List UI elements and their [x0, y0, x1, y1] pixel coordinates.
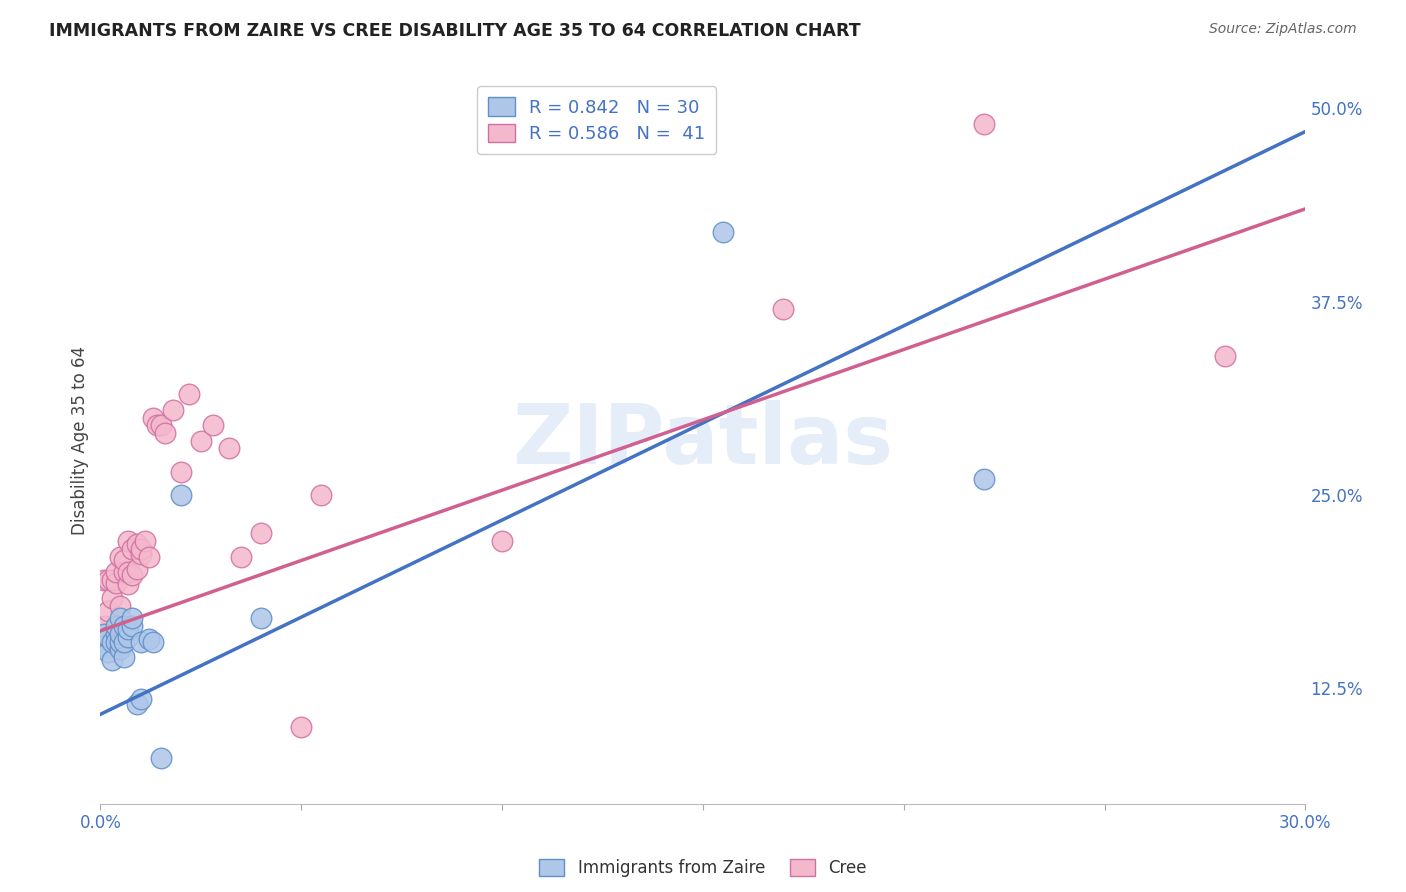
Point — [93, 627, 115, 641]
Point — [121, 611, 143, 625]
Point — [110, 634, 132, 648]
Point — [1213, 349, 1236, 363]
Point — [145, 418, 167, 433]
Point — [110, 599, 132, 614]
Point — [149, 418, 172, 433]
Text: Source: ZipAtlas.com: Source: ZipAtlas.com — [1209, 22, 1357, 37]
Point — [170, 465, 193, 479]
Point — [114, 634, 136, 648]
Point — [772, 302, 794, 317]
Point — [105, 627, 128, 641]
Point — [290, 720, 312, 734]
Point — [129, 691, 152, 706]
Point — [129, 634, 152, 648]
Point — [125, 537, 148, 551]
Point — [93, 619, 115, 633]
Point — [121, 541, 143, 556]
Point — [110, 642, 132, 657]
Point — [138, 549, 160, 564]
Point — [138, 632, 160, 646]
Point — [121, 619, 143, 633]
Point — [105, 565, 128, 579]
Point — [117, 577, 139, 591]
Point — [491, 534, 513, 549]
Point — [97, 645, 120, 659]
Text: IMMIGRANTS FROM ZAIRE VS CREE DISABILITY AGE 35 TO 64 CORRELATION CHART: IMMIGRANTS FROM ZAIRE VS CREE DISABILITY… — [49, 22, 860, 40]
Point — [142, 410, 165, 425]
Point — [125, 697, 148, 711]
Point — [125, 562, 148, 576]
Point — [110, 627, 132, 641]
Point — [101, 653, 124, 667]
Point — [250, 526, 273, 541]
Point — [117, 622, 139, 636]
Point — [97, 573, 120, 587]
Point — [117, 534, 139, 549]
Point — [114, 553, 136, 567]
Legend: Immigrants from Zaire, Cree: Immigrants from Zaire, Cree — [533, 852, 873, 884]
Point — [110, 611, 132, 625]
Point — [711, 225, 734, 239]
Point — [311, 488, 333, 502]
Text: ZIPatlas: ZIPatlas — [512, 401, 893, 481]
Point — [114, 650, 136, 665]
Point — [110, 549, 132, 564]
Point — [114, 619, 136, 633]
Point — [101, 573, 124, 587]
Legend: R = 0.842   N = 30, R = 0.586   N =  41: R = 0.842 N = 30, R = 0.586 N = 41 — [477, 87, 716, 154]
Point — [134, 534, 156, 549]
Y-axis label: Disability Age 35 to 64: Disability Age 35 to 64 — [72, 346, 89, 535]
Point — [93, 573, 115, 587]
Point — [190, 434, 212, 448]
Point — [97, 604, 120, 618]
Point — [218, 442, 240, 456]
Point — [129, 547, 152, 561]
Point — [142, 634, 165, 648]
Point — [162, 402, 184, 417]
Point — [170, 488, 193, 502]
Point — [153, 425, 176, 440]
Point — [117, 630, 139, 644]
Point — [105, 634, 128, 648]
Point — [149, 750, 172, 764]
Point — [201, 418, 224, 433]
Point — [101, 591, 124, 606]
Point — [105, 576, 128, 591]
Point — [177, 387, 200, 401]
Point — [101, 634, 124, 648]
Point — [105, 619, 128, 633]
Point — [973, 117, 995, 131]
Point — [97, 630, 120, 644]
Point — [93, 640, 115, 654]
Point — [129, 541, 152, 556]
Point — [250, 611, 273, 625]
Point — [973, 472, 995, 486]
Point — [114, 565, 136, 579]
Point — [117, 565, 139, 579]
Point — [229, 549, 252, 564]
Point — [121, 568, 143, 582]
